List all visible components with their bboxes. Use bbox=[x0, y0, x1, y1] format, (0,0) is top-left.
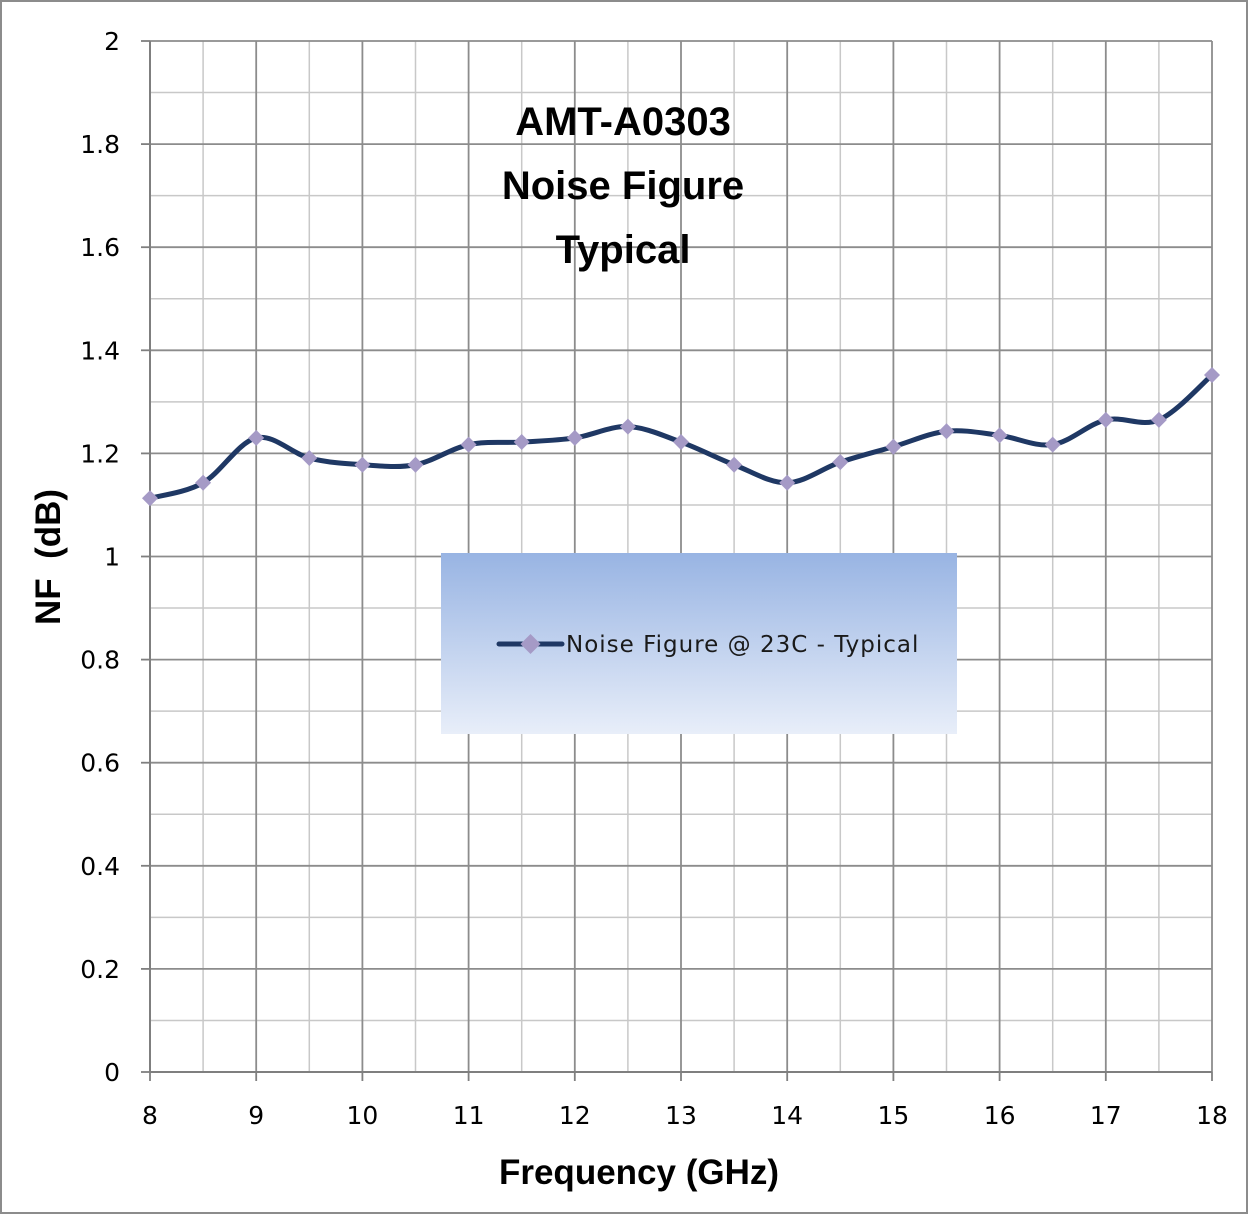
x-tick-label: 14 bbox=[771, 1101, 803, 1130]
data-point-marker bbox=[619, 418, 636, 435]
y-tick-label: 2 bbox=[104, 27, 120, 56]
y-tick-label: 0.6 bbox=[80, 749, 120, 778]
y-tick-label: 1 bbox=[104, 543, 120, 572]
series-layer bbox=[142, 367, 1220, 507]
data-point-marker bbox=[991, 427, 1008, 444]
y-tick-labels: 0 0.2 0.4 0.6 0.8 1 1.2 1.4 1.6 1.8 2 bbox=[80, 27, 120, 1087]
x-tick-label: 8 bbox=[142, 1101, 158, 1130]
x-tick-label: 15 bbox=[877, 1101, 909, 1130]
title-line-1: AMT-A0303 bbox=[515, 100, 731, 144]
y-tick-label: 1.4 bbox=[80, 336, 120, 365]
data-point-marker bbox=[248, 429, 265, 446]
legend-marker-swatch bbox=[520, 634, 541, 654]
y-axis-title: NF (dB) bbox=[29, 489, 68, 625]
data-point-marker bbox=[513, 434, 530, 451]
data-point-marker bbox=[885, 438, 902, 455]
y-tick-label: 1.2 bbox=[80, 439, 120, 468]
y-tick-label: 0 bbox=[104, 1058, 120, 1087]
data-point-marker bbox=[938, 423, 955, 440]
data-point-marker bbox=[779, 474, 796, 491]
legend: Noise Figure @ 23C - Typical bbox=[441, 553, 957, 734]
y-tick-label: 0.8 bbox=[80, 646, 120, 675]
x-axis-title: Frequency (GHz) bbox=[499, 1153, 779, 1192]
data-point-marker bbox=[407, 456, 424, 473]
x-tick-label: 13 bbox=[665, 1101, 697, 1130]
data-point-marker bbox=[832, 454, 849, 471]
title-line-3: Typical bbox=[556, 228, 691, 272]
x-tick-label: 9 bbox=[248, 1101, 264, 1130]
data-point-marker bbox=[673, 434, 689, 451]
data-point-marker bbox=[1044, 436, 1061, 453]
x-tick-label: 12 bbox=[559, 1101, 591, 1130]
data-point-marker bbox=[460, 436, 477, 453]
x-tick-label: 17 bbox=[1090, 1101, 1122, 1130]
chart-title: AMT-A0303 Noise Figure Typical bbox=[502, 100, 744, 272]
data-point-marker bbox=[195, 474, 212, 491]
y-tick-label: 1.8 bbox=[80, 130, 120, 159]
data-point-marker bbox=[142, 490, 158, 507]
data-point-marker bbox=[301, 450, 318, 467]
data-point-marker bbox=[1097, 411, 1114, 428]
series-markers bbox=[142, 367, 1220, 507]
data-point-marker bbox=[1204, 367, 1220, 384]
x-tick-labels: 8 9 10 11 12 13 14 15 16 17 18 bbox=[142, 1101, 1228, 1130]
legend-label: Noise Figure @ 23C - Typical bbox=[566, 632, 919, 658]
title-line-2: Noise Figure bbox=[502, 164, 744, 208]
axes bbox=[141, 40, 1213, 1081]
x-tick-label: 11 bbox=[453, 1101, 485, 1130]
x-tick-label: 10 bbox=[346, 1101, 378, 1130]
y-tick-label: 0.4 bbox=[80, 852, 120, 881]
x-tick-label: 16 bbox=[984, 1101, 1016, 1130]
data-point-marker bbox=[354, 456, 371, 473]
y-tick-label: 0.2 bbox=[80, 955, 120, 984]
x-tick-label: 18 bbox=[1196, 1101, 1228, 1130]
data-point-marker bbox=[566, 429, 583, 446]
data-point-marker bbox=[1150, 411, 1167, 428]
y-tick-label: 1.6 bbox=[80, 233, 120, 262]
data-point-marker bbox=[726, 456, 743, 473]
